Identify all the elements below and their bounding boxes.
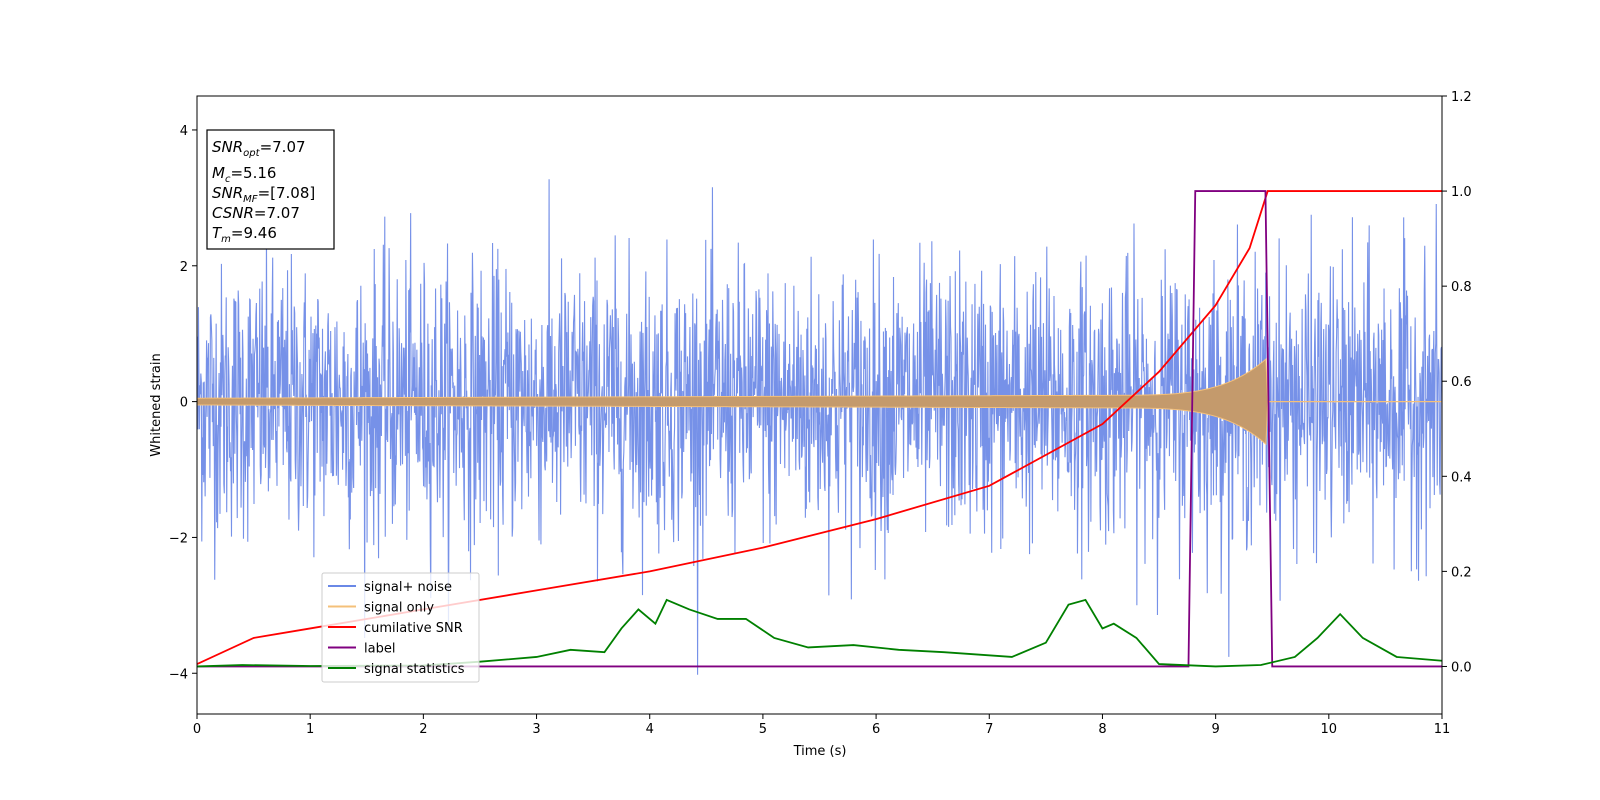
x-tick-label: 11 xyxy=(1434,722,1451,737)
left-y-tick-label: −4 xyxy=(169,667,188,682)
stat-tm: Tm=9.46 xyxy=(212,224,277,245)
y-axis-label: Whitened strain xyxy=(149,353,164,456)
right-y-tick-label: 1.2 xyxy=(1451,90,1472,105)
x-tick-label: 4 xyxy=(646,722,654,737)
plot-frame xyxy=(196,95,1443,715)
x-tick-label: 10 xyxy=(1321,722,1338,737)
x-tick-label: 8 xyxy=(1098,722,1106,737)
legend-label: signal+ noise xyxy=(364,580,452,595)
left-y-tick-label: 4 xyxy=(180,124,188,139)
stat-csnr: CSNR=7.07 xyxy=(212,204,300,222)
left-y-tick-label: 2 xyxy=(180,260,188,275)
legend-label: signal statistics xyxy=(364,662,465,677)
signal-statistics-line xyxy=(197,598,1442,668)
legend-label: signal only xyxy=(364,601,434,616)
right-y-tick-label: 0.2 xyxy=(1451,565,1472,580)
stat-mc: Mc=5.16 xyxy=(212,164,276,185)
x-tick-label: 0 xyxy=(193,722,201,737)
left-y-tick-label: −2 xyxy=(169,531,188,546)
x-axis-ticks: 0 1 2 3 4 5 6 7 8 9 10 11 xyxy=(193,714,1450,737)
x-tick-label: 6 xyxy=(872,722,880,737)
left-y-tick-label: 0 xyxy=(180,396,188,411)
right-y-tick-label: 0.6 xyxy=(1451,375,1472,390)
signal-only-series xyxy=(197,357,1442,446)
x-tick-label: 5 xyxy=(759,722,767,737)
legend: signal+ noise signal only cumilative SNR la… xyxy=(321,572,480,683)
right-y-tick-label: 0.8 xyxy=(1451,280,1472,295)
left-y-axis-ticks: −4 −2 0 2 4 xyxy=(169,124,197,682)
x-axis-label: Time (s) xyxy=(793,744,847,759)
x-tick-label: 7 xyxy=(985,722,993,737)
right-y-tick-label: 0.0 xyxy=(1451,660,1472,675)
x-tick-label: 2 xyxy=(419,722,427,737)
x-tick-label: 3 xyxy=(532,722,540,737)
right-y-axis-ticks: 0.0 0.2 0.4 0.6 0.8 1.0 1.2 xyxy=(1442,90,1472,675)
right-y-tick-label: 0.4 xyxy=(1451,470,1472,485)
stat-snr-opt: SNRopt=7.07 xyxy=(212,138,306,159)
stats-box: SNRopt=7.07 Mc=5.16 SNRMF=[7.08] CSNR=7.… xyxy=(206,129,335,250)
legend-label: label xyxy=(364,642,395,657)
signal-only-band xyxy=(197,357,1269,446)
legend-label: cumilative SNR xyxy=(364,621,463,636)
right-y-tick-label: 1.0 xyxy=(1451,185,1472,200)
stat-snr-mf: SNRMF=[7.08] xyxy=(212,184,315,205)
x-tick-label: 1 xyxy=(306,722,314,737)
x-tick-label: 9 xyxy=(1211,722,1219,737)
label-line xyxy=(197,190,1442,668)
